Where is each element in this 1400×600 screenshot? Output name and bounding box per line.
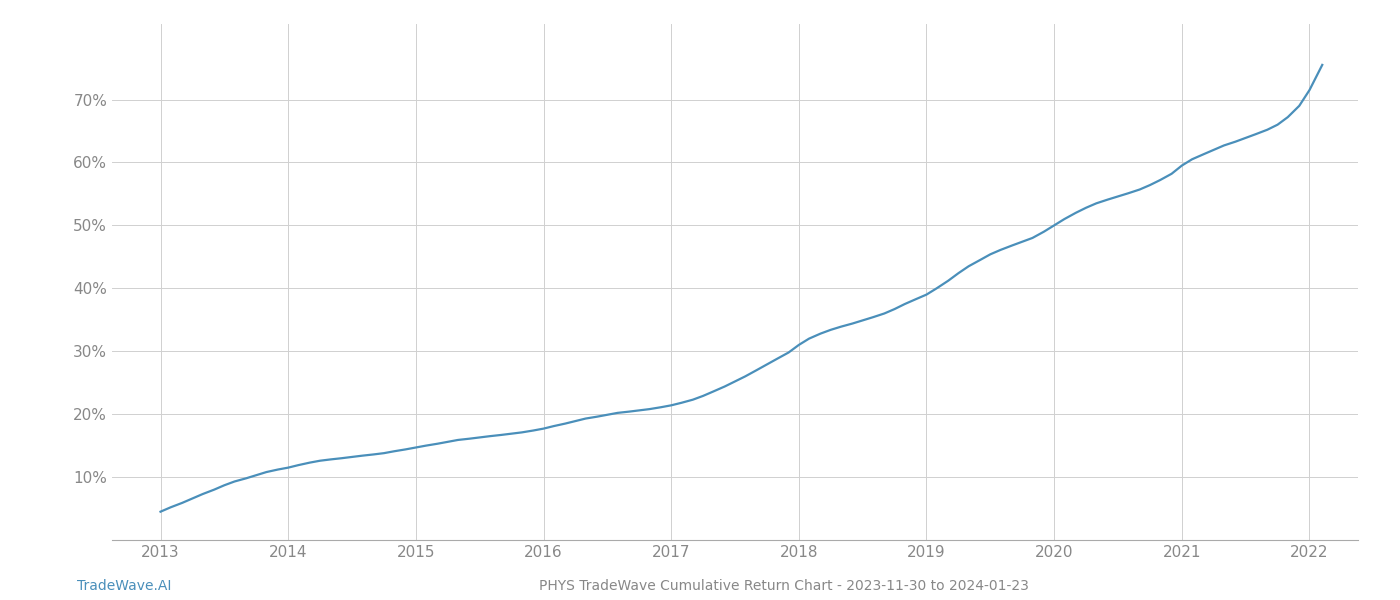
Text: PHYS TradeWave Cumulative Return Chart - 2023-11-30 to 2024-01-23: PHYS TradeWave Cumulative Return Chart -… xyxy=(539,579,1029,593)
Text: TradeWave.AI: TradeWave.AI xyxy=(77,579,171,593)
